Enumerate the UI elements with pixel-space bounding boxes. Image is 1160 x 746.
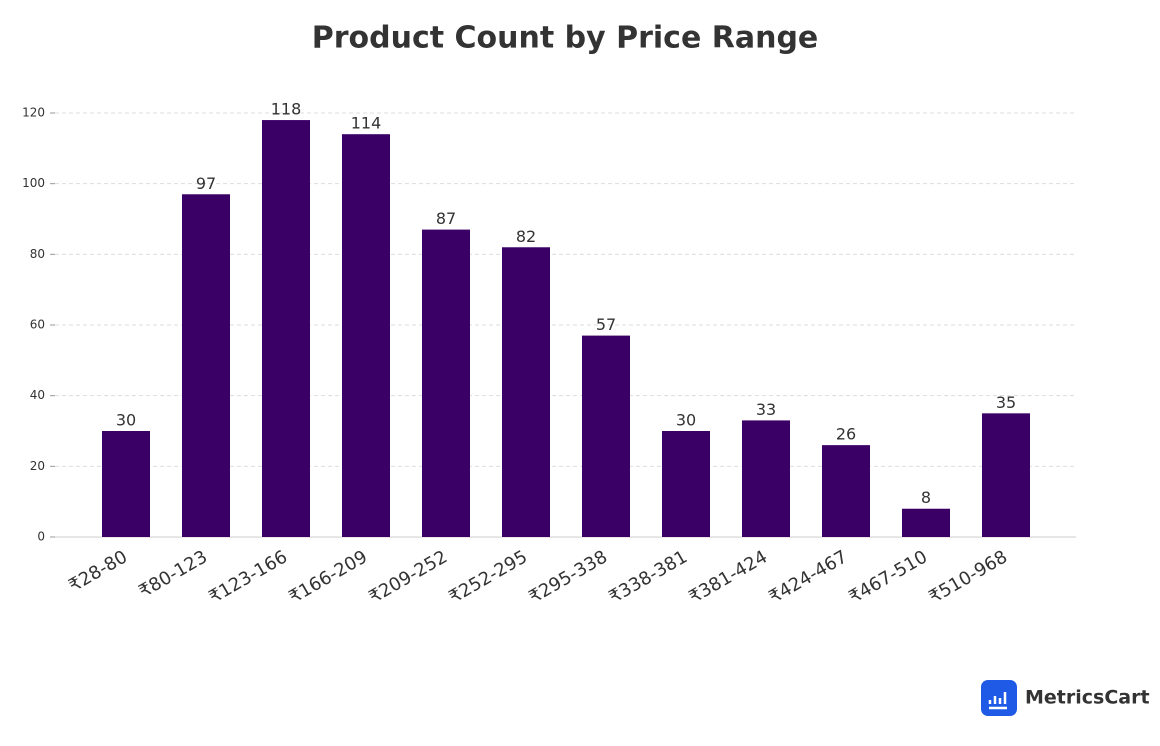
bar xyxy=(902,508,950,537)
x-tick-label: ₹381-424 xyxy=(685,546,771,608)
x-tick-label: ₹252-295 xyxy=(445,546,531,608)
y-tick-label: 80 xyxy=(30,247,45,261)
y-tick-label: 120 xyxy=(22,106,45,120)
data-label: 30 xyxy=(676,411,696,430)
bar xyxy=(262,120,310,538)
x-tick-label: ₹338-381 xyxy=(605,546,691,608)
x-tick-label: ₹166-209 xyxy=(285,546,371,608)
x-tick-label: ₹28-80 xyxy=(65,546,131,596)
bar xyxy=(182,194,230,537)
data-label: 8 xyxy=(921,488,931,507)
y-tick-label: 60 xyxy=(30,318,45,332)
bar xyxy=(662,431,710,537)
brand-logo: MetricsCart xyxy=(981,680,1150,716)
x-tick-label: ₹209-252 xyxy=(365,546,451,608)
data-label: 26 xyxy=(836,425,856,444)
bar xyxy=(982,413,1030,537)
y-tick-label: 20 xyxy=(30,459,45,473)
logo-glyph xyxy=(988,692,1007,710)
brand-name: MetricsCart xyxy=(1025,687,1150,709)
bar xyxy=(422,229,470,537)
chart-title: Product Count by Price Range xyxy=(312,21,819,56)
data-label: 118 xyxy=(271,100,302,119)
data-label: 97 xyxy=(196,174,216,193)
data-label: 114 xyxy=(351,114,382,133)
bar xyxy=(742,420,790,537)
x-tick-label: ₹510-968 xyxy=(925,546,1011,608)
data-label: 82 xyxy=(516,227,536,246)
bar xyxy=(822,445,870,537)
y-tick-label: 0 xyxy=(37,530,45,544)
bar xyxy=(342,134,390,537)
data-label: 57 xyxy=(596,315,616,334)
bar xyxy=(502,247,550,537)
x-tick-label: ₹295-338 xyxy=(525,546,611,608)
x-tick-label: ₹80-123 xyxy=(135,546,211,602)
x-tick-label: ₹424-467 xyxy=(765,546,851,608)
data-label: 87 xyxy=(436,209,456,228)
data-label: 33 xyxy=(756,400,776,419)
bar xyxy=(582,335,630,537)
data-label: 30 xyxy=(116,411,136,430)
x-tick-label: ₹123-166 xyxy=(205,546,291,608)
data-label: 35 xyxy=(996,393,1016,412)
y-tick-label: 40 xyxy=(30,388,45,402)
x-tick-label: ₹467-510 xyxy=(845,546,931,608)
y-tick-label: 100 xyxy=(22,176,45,190)
bar xyxy=(102,431,150,537)
